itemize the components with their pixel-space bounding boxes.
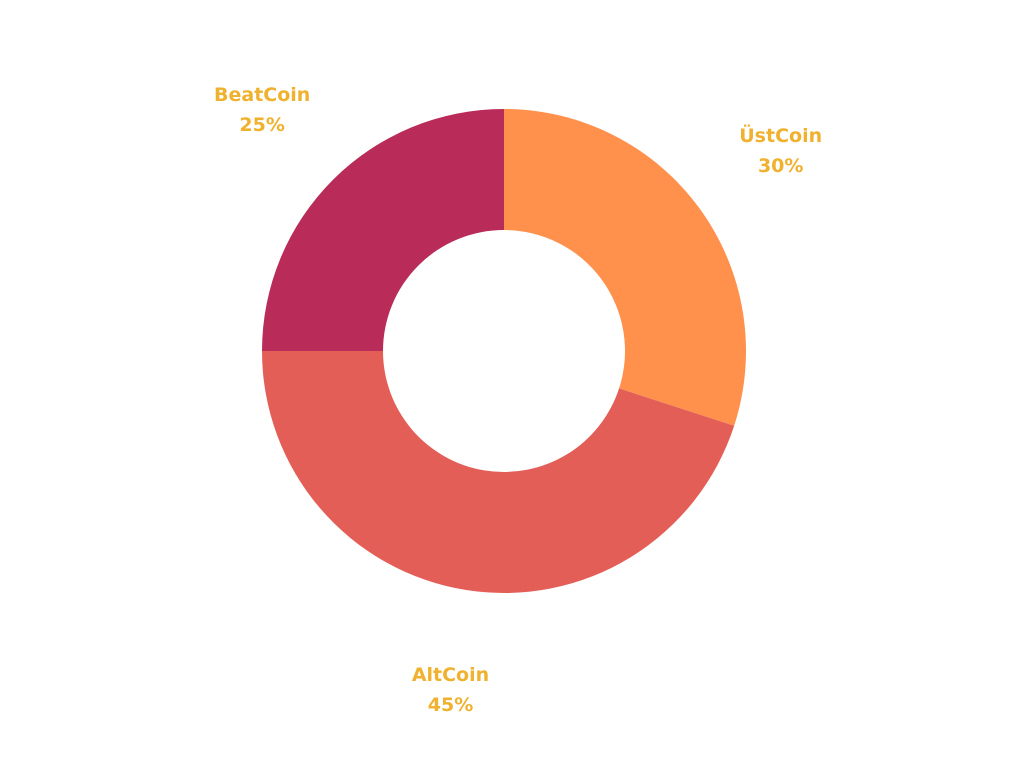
slice-beatcoin — [262, 109, 504, 351]
slice-value-label--stcoin: 30% — [758, 155, 803, 177]
slices-group — [262, 109, 746, 593]
slice-name-label-beatcoin: BeatCoin — [214, 84, 310, 106]
slice-value-label-beatcoin: 25% — [239, 114, 284, 136]
slice-name-label--stcoin: ÜstCoin — [739, 123, 822, 147]
labels-group: ÜstCoin 30% AltCoin 45% BeatCoin 25% — [214, 84, 822, 716]
slice-value-label-altcoin: 45% — [428, 694, 473, 716]
slice--stcoin — [504, 109, 746, 426]
slice-altcoin — [262, 351, 735, 593]
slice-name-label-altcoin: AltCoin — [412, 664, 489, 686]
